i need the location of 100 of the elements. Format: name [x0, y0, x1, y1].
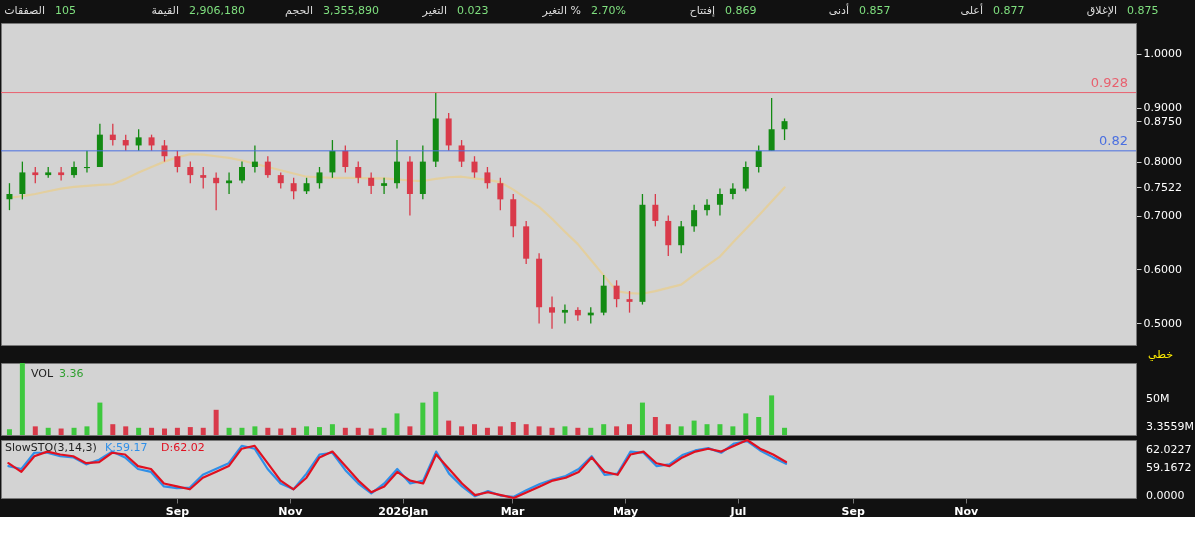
- bar: [329, 424, 335, 435]
- y-tick-label: 1.0000: [1143, 47, 1182, 61]
- bar: [355, 427, 361, 435]
- candlestick: [226, 171, 233, 195]
- candlestick: [316, 166, 323, 190]
- bar: [45, 427, 51, 435]
- text: التغير: [421, 4, 447, 17]
- text: الصفقات: [4, 4, 45, 17]
- candlestick: [549, 295, 556, 330]
- candlestick: [613, 279, 620, 308]
- text: التغير %: [541, 4, 581, 17]
- text: 2,906,180: [189, 4, 245, 17]
- bar: [368, 428, 374, 435]
- bar: [627, 424, 633, 435]
- bar: [472, 424, 478, 435]
- bar: [601, 424, 607, 435]
- candlestick: [652, 193, 659, 227]
- text: 0.023: [457, 4, 489, 17]
- bar: [304, 426, 310, 435]
- bar: [394, 413, 400, 435]
- annotation: D:62.02: [161, 441, 205, 454]
- candlestick: [471, 155, 478, 179]
- annotation: K:59.17: [105, 441, 148, 454]
- text: 59.1672: [1146, 461, 1192, 474]
- text: خطي: [1148, 348, 1173, 361]
- bar: [639, 402, 645, 435]
- bar: [342, 427, 348, 435]
- candlestick: [781, 117, 788, 141]
- candlestick: [238, 160, 245, 184]
- bar: [161, 428, 167, 435]
- bar: [433, 391, 439, 435]
- bar: [278, 428, 284, 435]
- bar: [562, 426, 568, 435]
- candlestick: [213, 171, 220, 211]
- text: الإغلاق: [1086, 4, 1117, 17]
- y-tick-label: 0.5000: [1143, 316, 1182, 330]
- bar: [769, 395, 775, 435]
- candlestick: [251, 144, 258, 174]
- candlestick: [174, 150, 181, 174]
- text: 62.0227: [1146, 443, 1192, 456]
- candlestick: [768, 97, 775, 152]
- text: أعلى: [960, 3, 983, 17]
- bar: [187, 427, 193, 435]
- bar: [265, 427, 271, 435]
- candlestick: [458, 139, 465, 168]
- text: 105: [55, 4, 76, 17]
- text: 0.877: [993, 4, 1025, 17]
- candlestick: [691, 204, 698, 233]
- bar: [536, 426, 542, 435]
- bar: [678, 426, 684, 435]
- bar: [239, 427, 245, 435]
- bar: [782, 427, 788, 435]
- bar: [730, 426, 736, 435]
- bar: [420, 402, 426, 435]
- candlestick: [626, 290, 633, 314]
- bar: [149, 427, 155, 435]
- bar: [575, 427, 581, 435]
- candlestick: [200, 166, 207, 190]
- candlestick: [355, 160, 362, 184]
- text: 0.857: [859, 4, 891, 17]
- text: 50M: [1146, 392, 1170, 405]
- bar: [704, 424, 710, 435]
- annotation: VOL: [31, 367, 54, 380]
- bar: [291, 427, 297, 435]
- candlestick: [574, 306, 581, 322]
- candlestick: [19, 160, 26, 201]
- candlestick: [109, 123, 116, 147]
- bar: [588, 427, 594, 435]
- bar: [717, 424, 723, 435]
- ref-line-label: 0.928: [1090, 74, 1128, 90]
- candlestick: [135, 128, 142, 152]
- y-tick-label: 0.6000: [1143, 262, 1182, 276]
- bar: [381, 427, 387, 435]
- bar: [652, 417, 658, 435]
- bar: [213, 409, 219, 435]
- bar: [743, 413, 749, 435]
- candlestick: [58, 166, 65, 182]
- y-tick-label: 0.7522: [1143, 180, 1182, 194]
- x-tick-label: May: [612, 504, 639, 518]
- candlestick: [187, 160, 194, 184]
- candlestick: [729, 182, 736, 201]
- bar: [691, 420, 697, 435]
- x-tick-label: Nov: [954, 504, 979, 518]
- candlestick: [484, 166, 491, 190]
- candlestick: [394, 139, 400, 190]
- y-tick-label: 0.8000: [1143, 155, 1182, 169]
- bar: [549, 427, 555, 435]
- candlestick: [497, 177, 504, 211]
- bar: [84, 426, 90, 435]
- x-tick-label: 2026Jan: [378, 504, 429, 518]
- bar: [123, 426, 129, 435]
- candlestick: [290, 177, 297, 201]
- candlestick: [329, 139, 336, 179]
- candlestick: [342, 144, 349, 174]
- bar: [484, 427, 490, 435]
- candlestick: [264, 155, 271, 179]
- y-tick-label: 0.8750: [1143, 114, 1182, 128]
- bar: [523, 424, 529, 435]
- bar: [58, 428, 64, 435]
- bar: [756, 417, 762, 435]
